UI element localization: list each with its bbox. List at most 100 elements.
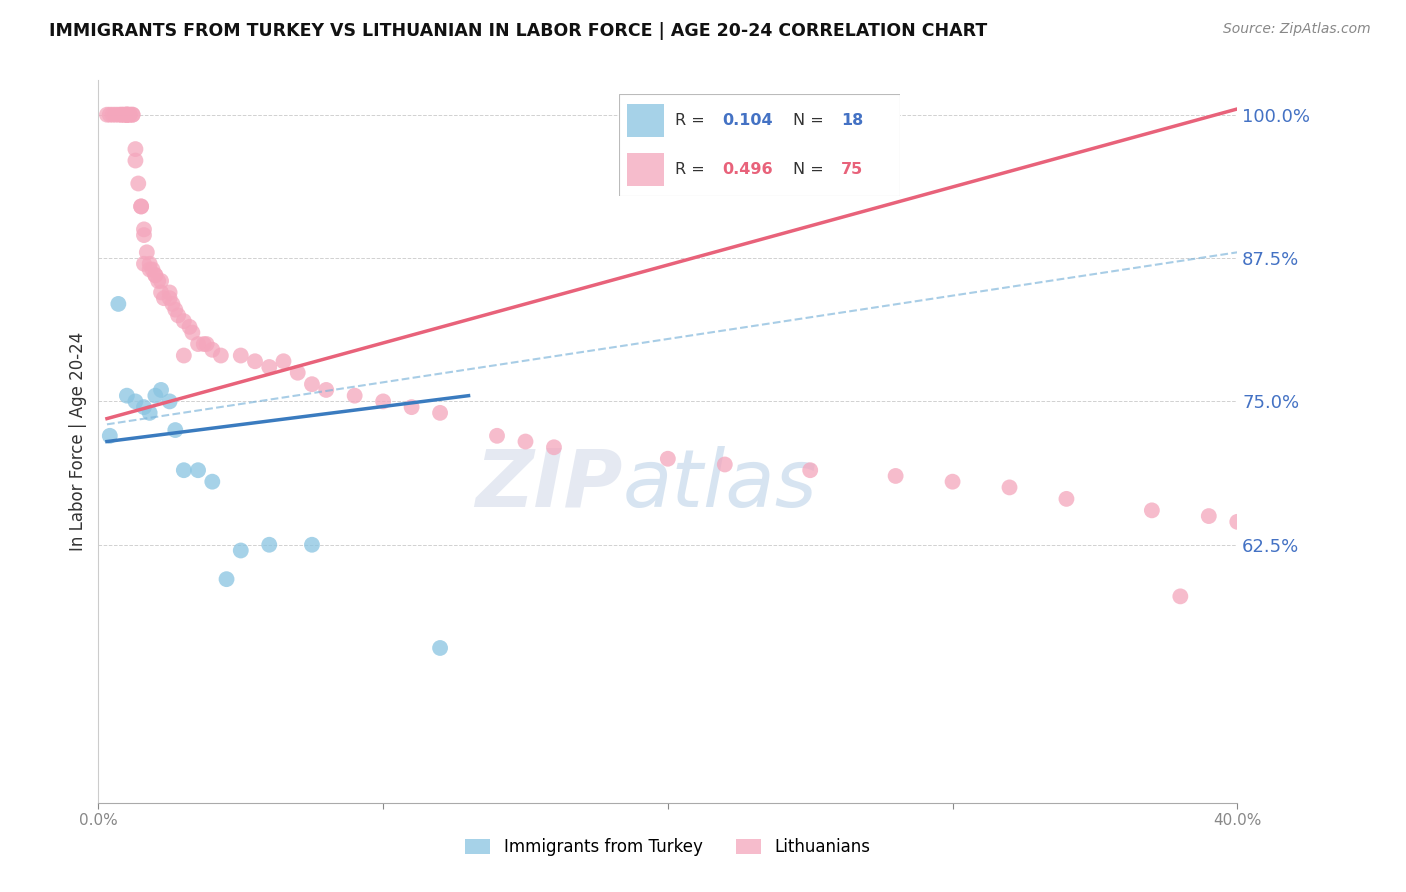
- Point: [373, 394, 395, 409]
- Point: [121, 108, 143, 122]
- Point: [115, 108, 138, 122]
- Point: [229, 349, 252, 363]
- Point: [243, 354, 266, 368]
- Point: [104, 108, 127, 122]
- Point: [112, 108, 135, 122]
- Point: [124, 394, 146, 409]
- Point: [179, 319, 201, 334]
- FancyBboxPatch shape: [619, 94, 900, 196]
- Point: [942, 475, 965, 489]
- Point: [301, 538, 323, 552]
- Point: [515, 434, 537, 449]
- Point: [132, 222, 155, 236]
- Point: [112, 108, 135, 122]
- Point: [135, 245, 157, 260]
- Point: [215, 572, 238, 586]
- Text: atlas: atlas: [623, 446, 817, 524]
- Point: [167, 309, 190, 323]
- Point: [173, 463, 195, 477]
- Point: [273, 354, 295, 368]
- Point: [799, 463, 821, 477]
- Text: 18: 18: [841, 112, 863, 128]
- Point: [343, 389, 366, 403]
- Point: [187, 463, 209, 477]
- Point: [301, 377, 323, 392]
- Point: [187, 337, 209, 351]
- Point: [101, 108, 124, 122]
- Point: [201, 343, 224, 357]
- Point: [1056, 491, 1078, 506]
- Point: [1198, 509, 1220, 524]
- Point: [165, 423, 187, 437]
- Y-axis label: In Labor Force | Age 20-24: In Labor Force | Age 20-24: [69, 332, 87, 551]
- Point: [132, 257, 155, 271]
- Point: [173, 314, 195, 328]
- Text: 75: 75: [841, 162, 863, 178]
- Point: [127, 177, 149, 191]
- Point: [884, 469, 907, 483]
- Point: [173, 349, 195, 363]
- Point: [118, 108, 141, 122]
- Point: [145, 389, 167, 403]
- Point: [150, 285, 173, 300]
- Point: [115, 389, 138, 403]
- Point: [429, 406, 451, 420]
- Point: [107, 297, 129, 311]
- Point: [110, 108, 132, 122]
- Point: [132, 228, 155, 243]
- Point: [96, 108, 118, 122]
- Point: [259, 538, 281, 552]
- Point: [121, 108, 143, 122]
- Point: [429, 640, 451, 655]
- Text: N =: N =: [793, 112, 830, 128]
- Point: [1226, 515, 1249, 529]
- Point: [141, 262, 163, 277]
- Point: [129, 199, 152, 213]
- Point: [162, 297, 184, 311]
- Text: R =: R =: [675, 112, 710, 128]
- Point: [115, 108, 138, 122]
- Point: [115, 108, 138, 122]
- FancyBboxPatch shape: [627, 153, 664, 186]
- Point: [138, 406, 160, 420]
- Point: [129, 199, 152, 213]
- Point: [543, 440, 565, 454]
- Point: [115, 108, 138, 122]
- Point: [401, 400, 423, 414]
- FancyBboxPatch shape: [627, 104, 664, 136]
- Text: R =: R =: [675, 162, 710, 178]
- Point: [193, 337, 215, 351]
- Point: [315, 383, 337, 397]
- Point: [159, 394, 181, 409]
- Point: [145, 268, 167, 283]
- Point: [159, 285, 181, 300]
- Text: Source: ZipAtlas.com: Source: ZipAtlas.com: [1223, 22, 1371, 37]
- Point: [132, 400, 155, 414]
- Point: [148, 274, 170, 288]
- Point: [195, 337, 218, 351]
- Point: [998, 480, 1021, 494]
- Point: [124, 142, 146, 156]
- Legend: Immigrants from Turkey, Lithuanians: Immigrants from Turkey, Lithuanians: [465, 838, 870, 856]
- Point: [714, 458, 737, 472]
- Point: [150, 274, 173, 288]
- Point: [229, 543, 252, 558]
- Text: IMMIGRANTS FROM TURKEY VS LITHUANIAN IN LABOR FORCE | AGE 20-24 CORRELATION CHAR: IMMIGRANTS FROM TURKEY VS LITHUANIAN IN …: [49, 22, 987, 40]
- Point: [159, 291, 181, 305]
- Point: [165, 302, 187, 317]
- Point: [115, 108, 138, 122]
- Point: [98, 108, 121, 122]
- Point: [153, 291, 176, 305]
- Point: [657, 451, 679, 466]
- Point: [201, 475, 224, 489]
- Point: [259, 359, 281, 374]
- Point: [118, 108, 141, 122]
- Point: [124, 153, 146, 168]
- Point: [486, 429, 509, 443]
- Point: [107, 108, 129, 122]
- Point: [1140, 503, 1163, 517]
- Point: [138, 262, 160, 277]
- Point: [98, 429, 121, 443]
- Point: [1170, 590, 1192, 604]
- Text: 0.104: 0.104: [723, 112, 773, 128]
